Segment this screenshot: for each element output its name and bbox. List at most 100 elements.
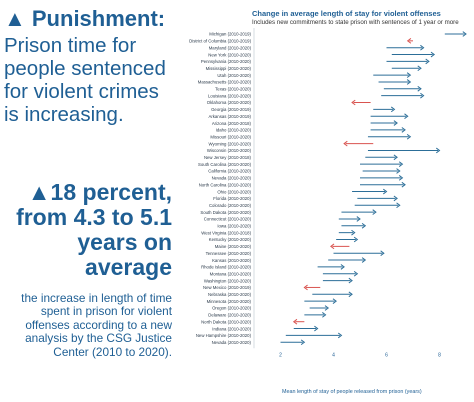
state-label: Rhode Island (2010-2020) bbox=[201, 265, 251, 270]
state-label: Montana (2010-2020) bbox=[210, 271, 252, 276]
state-label: Maryland (2010-2020) bbox=[209, 45, 252, 50]
change-arrow-head bbox=[372, 209, 377, 215]
chart-title: Change in average length of stay for vio… bbox=[252, 9, 441, 18]
change-arrow-head bbox=[398, 175, 404, 181]
x-tick-label: 2 bbox=[279, 352, 282, 358]
x-axis-title: Mean length of stay of people released f… bbox=[282, 389, 422, 395]
change-arrow-head bbox=[390, 106, 396, 113]
change-arrow-head bbox=[425, 58, 430, 65]
state-label: Kentucky (2010-2020) bbox=[209, 237, 252, 242]
state-label: New Mexico (2010-2019) bbox=[203, 285, 252, 290]
change-arrow-head bbox=[406, 72, 412, 78]
change-arrow-head bbox=[353, 270, 359, 277]
change-arrow-head bbox=[356, 216, 361, 222]
state-label: Connecticut (2010-2020) bbox=[204, 217, 252, 222]
change-arrow-head bbox=[401, 181, 406, 188]
change-arrow-head bbox=[401, 127, 406, 133]
change-arrow-head bbox=[398, 161, 404, 167]
x-tick-label: 4 bbox=[332, 352, 335, 358]
state-label: Indiana (2010-2020) bbox=[212, 326, 251, 331]
state-label: New Hampshire (2010-2020) bbox=[196, 333, 252, 338]
arrow-chart: Michigan (2010-2019) District of Columbia… bbox=[189, 28, 467, 358]
change-arrow-head bbox=[348, 277, 353, 284]
change-arrow-head bbox=[406, 38, 412, 44]
state-label: Arizona (2010-2018) bbox=[212, 121, 252, 126]
stat-caption: the increase in length of time spent in … bbox=[21, 291, 172, 359]
change-arrow-head bbox=[462, 31, 467, 37]
state-label: Maine (2010-2020) bbox=[215, 244, 252, 249]
change-arrow-head bbox=[420, 92, 425, 99]
change-arrow-head bbox=[300, 339, 306, 346]
state-label: Michigan (2010-2019) bbox=[209, 32, 251, 37]
change-arrow-head bbox=[380, 250, 385, 257]
change-arrow-head bbox=[417, 86, 422, 92]
state-label: Oklahoma (2010-2020) bbox=[207, 100, 252, 105]
state-label: Wyoming (2010-2020) bbox=[209, 141, 252, 146]
change-arrow-head bbox=[420, 44, 425, 51]
state-label: Washington (2010-2020) bbox=[204, 278, 252, 283]
state-label: Texas (2010-2020) bbox=[215, 87, 251, 92]
change-arrow-head bbox=[314, 325, 319, 332]
state-label: Oregon (2010-2020) bbox=[212, 306, 252, 311]
change-arrow-head bbox=[303, 284, 308, 291]
change-arrow-head bbox=[383, 188, 388, 195]
state-label: Idaho (2010-2020) bbox=[216, 128, 252, 133]
state-label: Pennsylvania (2010-2020) bbox=[201, 59, 252, 64]
change-arrow-head bbox=[324, 305, 330, 311]
state-label: New York (2010-2020) bbox=[208, 52, 251, 57]
change-arrow-head bbox=[393, 195, 398, 202]
state-label: Iowa (2010-2020) bbox=[217, 224, 251, 229]
state-label: South Carolina (2010-2020) bbox=[198, 162, 252, 167]
state-label: Delaware (2010-2020) bbox=[208, 313, 251, 318]
change-arrow-head bbox=[330, 243, 335, 250]
change-arrow-head bbox=[353, 236, 359, 243]
x-tick-label: 6 bbox=[385, 352, 388, 358]
state-label: Nevada (2010-2020) bbox=[212, 176, 252, 181]
state-label: Nebraska (2010-2020) bbox=[208, 292, 252, 297]
state-label: Wisconsin (2010-2020) bbox=[207, 148, 252, 153]
change-arrow-head bbox=[292, 318, 298, 325]
state-label: Minnesota (2010-2020) bbox=[207, 299, 252, 304]
state-label: District of Columbia (2010-2019) bbox=[189, 39, 251, 44]
change-arrow-head bbox=[417, 65, 422, 72]
change-arrow-head bbox=[406, 133, 412, 140]
state-label: Louisiana (2010-2020) bbox=[208, 93, 252, 98]
state-label: North Dakota (2010-2020) bbox=[201, 319, 251, 324]
state-label: South Dakota (2010-2020) bbox=[200, 210, 251, 215]
change-arrow-head bbox=[393, 120, 398, 126]
change-arrow-head bbox=[322, 312, 327, 318]
state-label: Georgia (2010-2019) bbox=[211, 107, 251, 112]
change-arrow-head bbox=[361, 257, 367, 263]
x-tick-label: 8 bbox=[438, 352, 441, 358]
state-label: West Virginia (2010-2018) bbox=[201, 230, 251, 235]
change-arrow-head bbox=[435, 147, 441, 154]
headline: ▲ Punishment: bbox=[4, 6, 166, 31]
state-label: Colorado (2010-2020) bbox=[209, 203, 252, 208]
intro-text: Prison time for people sentenced for vio… bbox=[4, 34, 166, 126]
change-arrow-head bbox=[406, 79, 412, 85]
change-arrow-head bbox=[396, 202, 401, 209]
state-label: Missouri (2010-2020) bbox=[210, 134, 251, 139]
change-arrow-head bbox=[393, 154, 398, 161]
change-arrow-head bbox=[351, 99, 356, 106]
change-arrow-head bbox=[404, 113, 409, 119]
change-arrow-head bbox=[430, 51, 436, 58]
state-label: Kansas (2010-2020) bbox=[212, 258, 252, 263]
state-label: Utah (2010-2020) bbox=[217, 73, 251, 78]
state-label: California (2010-2020) bbox=[208, 169, 251, 174]
chart-subtitle: Includes new commitments to state prison… bbox=[252, 19, 459, 26]
state-label: Mississippi (2010-2020) bbox=[206, 66, 252, 71]
change-arrow-head bbox=[343, 140, 348, 147]
change-arrow-head bbox=[361, 222, 367, 229]
stat-highlight: ▲18 percent, from 4.3 to 5.1 years on av… bbox=[16, 179, 172, 280]
change-arrow-head bbox=[348, 291, 353, 298]
state-label: Tennessee (2010-2020) bbox=[206, 251, 252, 256]
change-arrow-head bbox=[396, 168, 401, 174]
state-label: North Carolina (2010-2020) bbox=[199, 182, 252, 187]
state-label: Massachusetts (2010-2020) bbox=[198, 80, 252, 85]
state-label: New Jersey (2010-2018) bbox=[204, 155, 252, 160]
left-panel: ▲ Punishment: Prison time for people sen… bbox=[0, 0, 172, 402]
change-arrow-head bbox=[332, 298, 337, 304]
state-label: Nevada (2010-2020) bbox=[212, 340, 252, 345]
state-label: Ohio (2010-2020) bbox=[217, 189, 251, 194]
